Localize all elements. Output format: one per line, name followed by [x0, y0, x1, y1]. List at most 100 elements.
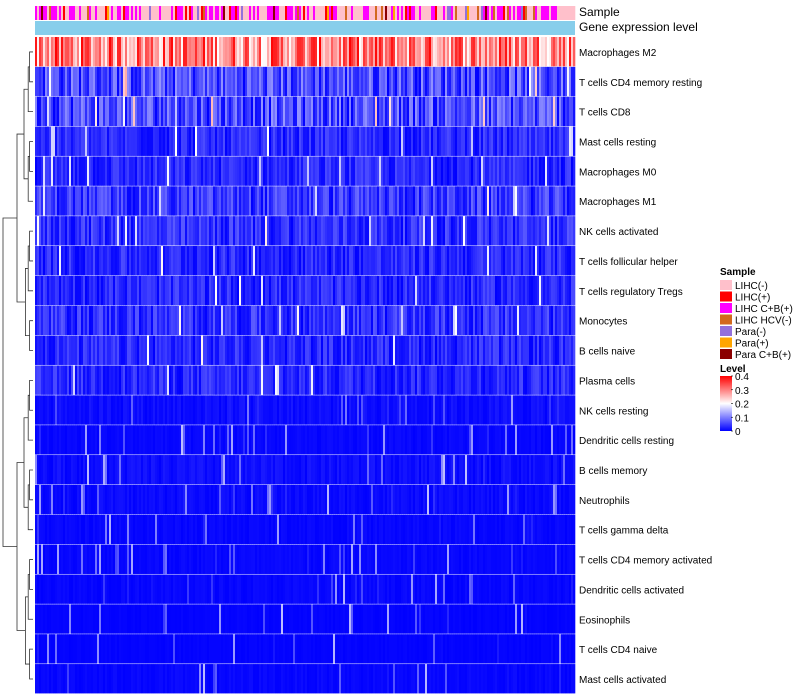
heatmap-cell: [77, 335, 80, 365]
heatmap-cell: [559, 395, 562, 425]
heatmap-cell: [273, 275, 276, 306]
heatmap-cell: [133, 365, 136, 395]
heatmap-cell: [49, 126, 52, 156]
heatmap-cell: [403, 425, 406, 455]
heatmap-cell: [157, 246, 160, 276]
heatmap-cell: [519, 514, 522, 545]
heatmap-cell: [105, 156, 108, 186]
heatmap-cell: [523, 186, 526, 216]
heatmap-cell: [93, 484, 96, 515]
heatmap-cell: [451, 66, 454, 97]
heatmap-cell: [313, 216, 316, 246]
heatmap-cell: [189, 66, 192, 97]
heatmap-cell: [97, 246, 100, 276]
heatmap-cell: [361, 216, 364, 246]
heatmap-cell: [549, 514, 552, 545]
heatmap-cell: [85, 544, 88, 574]
heatmap-cell: [173, 305, 176, 336]
heatmap-cell: [507, 335, 510, 365]
heatmap-cell: [115, 335, 118, 365]
heatmap-cell: [363, 484, 366, 515]
heatmap-cell: [101, 37, 104, 67]
heatmap-cell: [329, 186, 332, 216]
sample-annotation-cell: [499, 6, 502, 20]
heatmap-cell: [133, 335, 136, 365]
heatmap-cell: [523, 96, 526, 127]
heatmap-cell: [405, 365, 408, 395]
heatmap-cell: [545, 365, 548, 395]
heatmap-cell: [353, 395, 356, 425]
sample-annotation-cell: [485, 6, 488, 20]
heatmap-cell: [523, 246, 526, 276]
sample-annotation-cell: [211, 6, 214, 20]
heatmap-cell: [227, 455, 230, 485]
heatmap-cell: [503, 96, 506, 127]
heatmap-cell: [423, 395, 426, 425]
heatmap-cell: [347, 37, 350, 67]
heatmap-cell: [153, 37, 156, 67]
sample-annotation-cell: [567, 6, 570, 20]
heatmap-cell: [295, 275, 298, 306]
heatmap-cell: [51, 37, 54, 67]
heatmap-cell: [91, 96, 94, 127]
heatmap-cell: [77, 455, 80, 485]
heatmap-cell: [145, 455, 148, 485]
heatmap-cell: [333, 484, 336, 515]
heatmap-cell: [313, 425, 316, 455]
heatmap-cell: [309, 126, 312, 156]
heatmap-cell: [41, 37, 44, 67]
heatmap-cell: [73, 37, 76, 67]
heatmap-cell: [415, 305, 418, 336]
heatmap-cell: [217, 335, 220, 365]
heatmap-cell: [149, 305, 152, 336]
heatmap-cell: [273, 305, 276, 336]
heatmap-cell: [211, 66, 214, 97]
heatmap-cell: [61, 514, 64, 545]
heatmap-cell: [545, 156, 548, 186]
heatmap-cell: [569, 246, 572, 276]
heatmap-cell: [217, 275, 220, 306]
heatmap-cell: [509, 455, 512, 485]
heatmap-cell: [497, 126, 500, 156]
heatmap-cell: [365, 156, 368, 186]
heatmap-cell: [567, 186, 570, 216]
heatmap-cell: [319, 37, 322, 67]
heatmap-cell: [397, 484, 400, 515]
heatmap-cell: [283, 186, 286, 216]
heatmap-cell: [345, 305, 348, 336]
heatmap-cell: [305, 514, 308, 545]
heatmap-cell: [397, 425, 400, 455]
heatmap-cell: [197, 395, 200, 425]
heatmap-cell: [161, 96, 164, 127]
heatmap-cell: [103, 246, 106, 276]
heatmap-cell: [167, 37, 170, 67]
heatmap-cell: [73, 544, 76, 574]
heatmap-row: [35, 395, 576, 425]
heatmap-cell: [81, 335, 84, 365]
heatmap-cell: [491, 395, 494, 425]
heatmap-cell: [531, 186, 534, 216]
heatmap-cell: [127, 514, 130, 545]
heatmap-cell: [119, 425, 122, 455]
heatmap-cell: [137, 96, 140, 127]
heatmap-cell: [463, 365, 466, 395]
heatmap-cell: [431, 66, 434, 97]
heatmap-cell: [399, 484, 402, 515]
heatmap-cell: [415, 96, 418, 127]
heatmap-cell: [39, 335, 42, 365]
heatmap-cell: [307, 395, 310, 425]
heatmap-cell: [403, 484, 406, 515]
heatmap-cell: [463, 66, 466, 97]
heatmap-cell: [67, 514, 70, 545]
heatmap-cell: [553, 216, 556, 246]
heatmap-cell: [205, 275, 208, 306]
heatmap-cell: [217, 156, 220, 186]
sample-annotation-cell: [63, 6, 66, 20]
heatmap-cell: [509, 216, 512, 246]
heatmap-cell: [495, 514, 498, 545]
heatmap-cell: [201, 514, 204, 545]
heatmap-cell: [153, 484, 156, 515]
heatmap-cell: [455, 66, 458, 97]
heatmap-cell: [503, 246, 506, 276]
heatmap-cell: [345, 335, 348, 365]
